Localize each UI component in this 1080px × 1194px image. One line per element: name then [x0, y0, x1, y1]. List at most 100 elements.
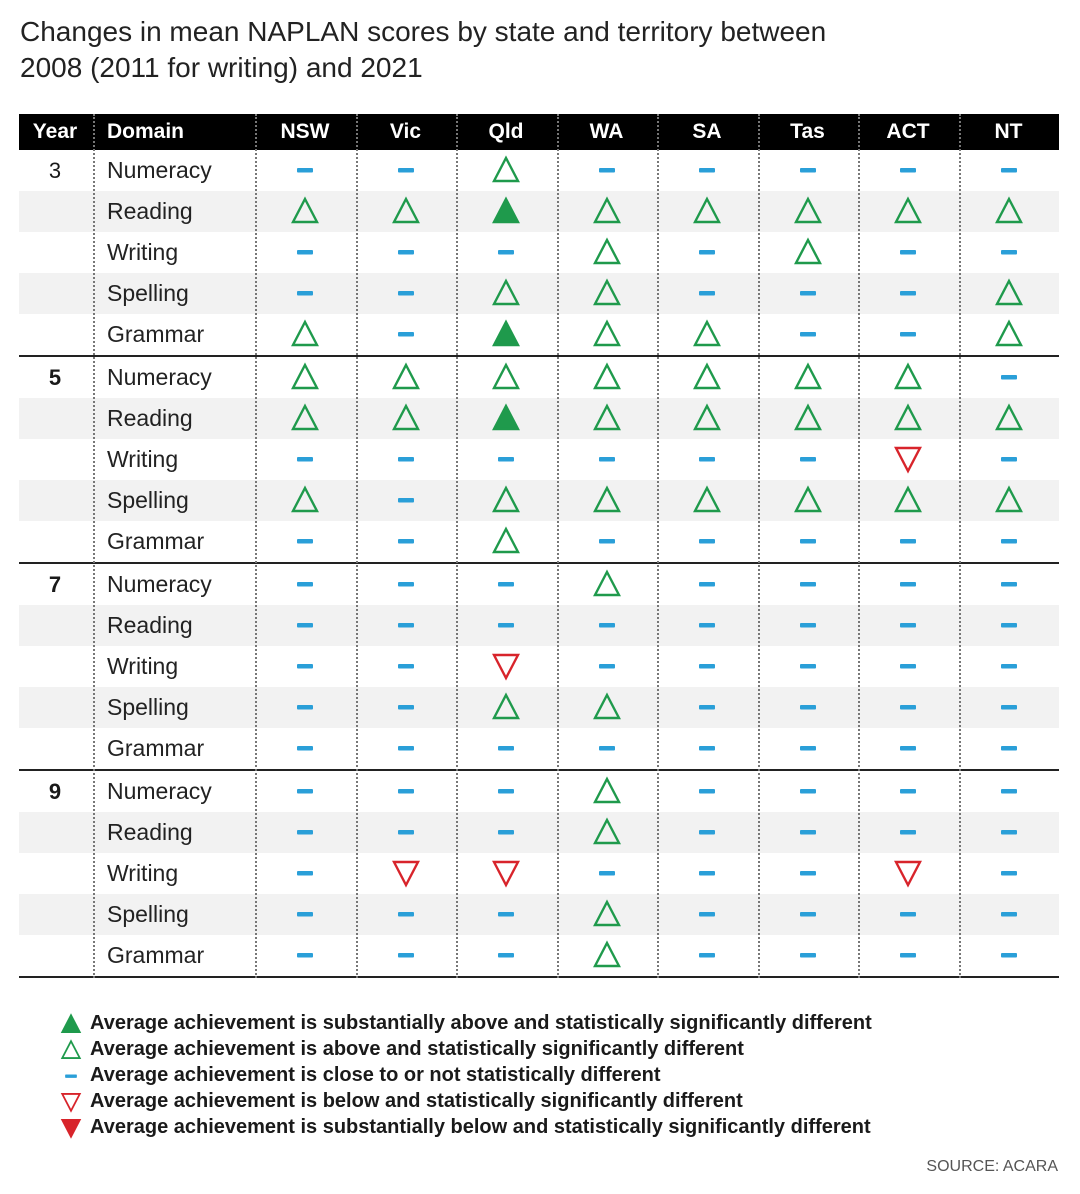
- no-change-dash-icon: [799, 912, 816, 917]
- no-change-dash-icon: [397, 705, 414, 710]
- no-change-dash-icon: [699, 250, 715, 255]
- cell-vic: [356, 894, 456, 935]
- cell-tas: [758, 812, 858, 853]
- no-change-dash-icon: [498, 789, 514, 794]
- no-change-dash-icon: [799, 953, 816, 958]
- cell-nsw: [255, 605, 355, 646]
- cell-wa: [557, 314, 657, 355]
- cell-qld: [456, 728, 556, 769]
- cell-nt: [959, 232, 1059, 273]
- no-change-dash-icon: [900, 664, 916, 669]
- header-act: ACT: [886, 120, 930, 143]
- cell-act: [858, 398, 958, 439]
- above-triangle-icon: [391, 403, 420, 431]
- no-change-dash-icon: [1000, 746, 1017, 751]
- cell-vic: [356, 812, 456, 853]
- cell-nt: [959, 191, 1059, 232]
- cell-vic: [356, 853, 456, 894]
- cell-sa: [657, 812, 757, 853]
- no-change-dash-icon: [598, 457, 615, 462]
- column-divider: [657, 114, 659, 978]
- table-row: Writing: [19, 232, 1059, 273]
- no-change-dash-icon: [397, 457, 414, 462]
- cell-vic: [356, 687, 456, 728]
- above-triangle-icon: [291, 319, 319, 347]
- cell-qld: [456, 357, 556, 398]
- no-change-dash-icon: [1000, 664, 1017, 669]
- cell-nsw: [255, 314, 355, 355]
- no-change-dash-icon: [297, 457, 313, 462]
- cell-act: [858, 853, 958, 894]
- cell-vic: [356, 357, 456, 398]
- no-change-dash-icon: [799, 623, 816, 628]
- no-change-dash-icon: [297, 582, 313, 587]
- cell-nsw: [255, 521, 355, 562]
- no-change-dash-icon: [297, 912, 313, 917]
- cell-qld: [456, 191, 556, 232]
- cell-nt: [959, 314, 1059, 355]
- no-change-dash-icon: [799, 291, 816, 296]
- no-change-dash-icon: [498, 746, 514, 751]
- header-sa: SA: [692, 120, 722, 143]
- no-change-dash-icon: [699, 664, 715, 669]
- cell-nt: [959, 646, 1059, 687]
- column-divider: [456, 114, 458, 978]
- cell-act: [858, 314, 958, 355]
- above-triangle-icon: [492, 278, 520, 306]
- chart-title-line1: Changes in mean NAPLAN scores by state a…: [20, 16, 827, 47]
- group-divider: [19, 562, 1059, 564]
- cell-nt: [959, 480, 1059, 521]
- year-label: 3: [48, 158, 62, 183]
- cell-sa: [657, 232, 757, 273]
- cell-nsw: [255, 564, 355, 605]
- cell-sa: [657, 605, 757, 646]
- cell-wa: [557, 521, 657, 562]
- column-divider: [93, 114, 95, 978]
- column-divider: [355, 114, 358, 978]
- above-triangle-icon: [994, 319, 1023, 347]
- cell-tas: [758, 771, 858, 812]
- above-triangle-icon: [291, 485, 319, 513]
- cell-wa: [557, 605, 657, 646]
- no-change-dash-icon: [397, 291, 414, 296]
- no-change-dash-icon: [900, 539, 916, 544]
- cell-sa: [657, 191, 757, 232]
- no-change-dash-icon: [900, 332, 916, 337]
- cell-wa: [557, 357, 657, 398]
- no-change-dash-icon: [1000, 250, 1017, 255]
- cell-sa: [657, 687, 757, 728]
- table-row: 7 Numeracy: [19, 564, 1059, 605]
- above-triangle-icon: [592, 940, 621, 968]
- header-vic: Vic: [389, 120, 422, 143]
- cell-nsw: [255, 439, 355, 480]
- cell-vic: [356, 728, 456, 769]
- domain-label: Spelling: [107, 487, 189, 513]
- cell-qld: [456, 935, 556, 976]
- no-change-dash-icon: [297, 953, 313, 958]
- cell-sa: [657, 357, 757, 398]
- no-change-dash-icon: [297, 871, 313, 876]
- cell-vic: [356, 480, 456, 521]
- domain-label: Writing: [107, 239, 179, 265]
- above-triangle-icon: [291, 403, 319, 431]
- filled-down-triangle-red-icon: [60, 1119, 82, 1139]
- table-header: Year Domain NSW Vic Qld WA SA Tas ACT NT: [19, 114, 1059, 150]
- above-triangle-icon: [492, 362, 520, 390]
- above-triangle-icon: [492, 692, 520, 720]
- chart-title-line2: 2008 (2011 for writing) and 2021: [20, 52, 423, 83]
- header-domain: Domain: [107, 120, 185, 143]
- column-divider: [556, 114, 559, 978]
- filled-up-triangle-green-icon: [60, 1013, 82, 1033]
- above-triangle-icon: [693, 485, 721, 513]
- no-change-dash-icon: [900, 953, 916, 958]
- above-triangle-icon: [793, 362, 822, 390]
- cell-nsw: [255, 894, 355, 935]
- cell-nsw: [255, 357, 355, 398]
- cell-sa: [657, 853, 757, 894]
- no-change-dash-icon: [498, 953, 514, 958]
- legend-label: Average achievement is close to or not s…: [90, 1064, 661, 1086]
- cell-tas: [758, 687, 858, 728]
- column-divider: [858, 114, 860, 978]
- no-change-dash-icon: [799, 789, 816, 794]
- no-change-dash-icon: [397, 623, 414, 628]
